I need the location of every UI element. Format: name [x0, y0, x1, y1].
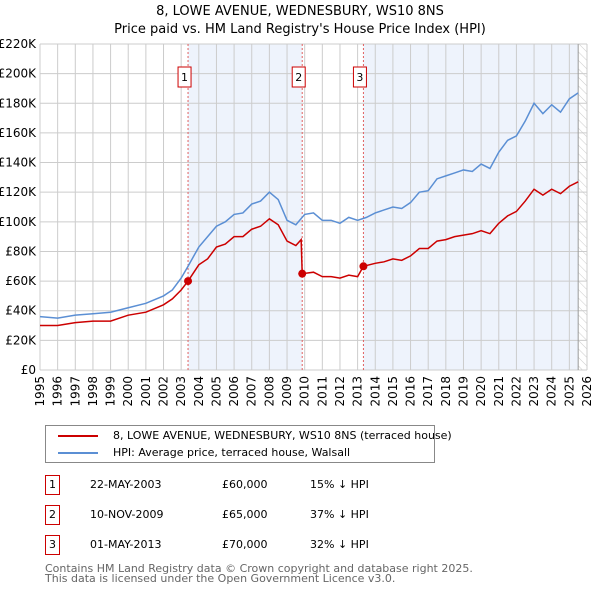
x-tick-label: 2022	[509, 376, 523, 407]
ownership-period-shade	[188, 44, 303, 370]
sale-marker-badge: 3	[45, 535, 60, 555]
sale-price: £60,000	[222, 478, 268, 491]
x-tick-label: 1999	[104, 376, 118, 407]
sale-row: 3 01-MAY-2013 £70,000 32% ↓ HPI	[45, 535, 465, 555]
chart-title: 8, LOWE AVENUE, WEDNESBURY, WS10 8NS	[156, 4, 444, 19]
sale-hpi-diff: 15% ↓ HPI	[310, 478, 369, 491]
sale-point	[359, 262, 368, 271]
sale-row: 1 22-MAY-2003 £60,000 15% ↓ HPI	[45, 475, 465, 495]
sale-date: 10-NOV-2009	[90, 508, 164, 521]
x-tick-label: 2016	[404, 376, 418, 407]
sale-price: £65,000	[222, 508, 268, 521]
sale-marker-label: 1	[181, 71, 188, 84]
y-tick-label: £200K	[0, 67, 37, 81]
sale-point	[184, 277, 193, 286]
sale-hpi-diff: 37% ↓ HPI	[310, 508, 369, 521]
x-tick-label: 2023	[527, 376, 541, 407]
x-tick-label: 2008	[262, 376, 276, 407]
x-tick-label: 2009	[280, 376, 294, 407]
x-tick-label: 1998	[86, 376, 100, 407]
x-tick-label: 1997	[68, 376, 82, 407]
x-tick-label: 2007	[245, 376, 259, 407]
x-tick-label: 2001	[139, 376, 153, 407]
x-tick-label: 2002	[157, 376, 171, 407]
y-tick-label: £220K	[0, 37, 37, 51]
x-tick-label: 2014	[368, 376, 382, 407]
y-tick-label: £20K	[5, 333, 37, 347]
legend-swatch-red	[58, 435, 98, 437]
x-tick-label: 2019	[456, 376, 470, 407]
projection-hatch	[578, 44, 587, 370]
sale-marker-box	[352, 66, 367, 88]
x-tick-label: 2006	[227, 376, 241, 407]
x-tick-label: 1996	[51, 376, 65, 407]
sale-marker-label: 2	[295, 71, 302, 84]
sale-date: 22-MAY-2003	[90, 478, 162, 491]
sale-marker-box	[177, 66, 192, 88]
legend-swatch-blue	[58, 452, 98, 454]
legend: 8, LOWE AVENUE, WEDNESBURY, WS10 8NS (te…	[45, 425, 452, 463]
x-tick-label: 2020	[474, 376, 488, 407]
sale-hpi-diff: 32% ↓ HPI	[310, 538, 369, 551]
sale-marker-label: 3	[356, 71, 363, 84]
y-tick-label: £40K	[5, 304, 37, 318]
footer-licence: This data is licensed under the Open Gov…	[45, 572, 396, 585]
y-tick-label: £140K	[0, 156, 37, 170]
sale-row: 2 10-NOV-2009 £65,000 37% ↓ HPI	[45, 505, 465, 525]
sale-date: 01-MAY-2013	[90, 538, 162, 551]
price-paid-line	[40, 181, 579, 327]
x-tick-label: 2011	[315, 376, 329, 407]
x-tick-label: 1995	[33, 376, 47, 407]
legend-label: HPI: Average price, terraced house, Wals…	[113, 446, 351, 459]
sale-point	[298, 269, 307, 278]
plot-area: 1995 1996 1997 1998 1999 2000 2001 2002 2003 2004…	[0, 37, 594, 407]
x-tick-label: 2003	[174, 376, 188, 407]
sale-price: £70,000	[222, 538, 268, 551]
sale-marker-badge: 2	[45, 505, 60, 525]
x-tick-label: 2026	[580, 376, 594, 407]
y-tick-label: £180K	[0, 96, 37, 110]
x-tick-label: 2013	[351, 376, 365, 407]
chart-subtitle: Price paid vs. HM Land Registry's House …	[114, 22, 486, 37]
legend-label: 8, LOWE AVENUE, WEDNESBURY, WS10 8NS (te…	[113, 429, 452, 442]
y-tick-label: £80K	[5, 244, 37, 258]
y-tick-label: £60K	[5, 274, 37, 288]
y-tick-label: £100K	[0, 215, 37, 229]
hpi-line	[39, 92, 579, 319]
x-tick-label: 2018	[439, 376, 453, 407]
x-tick-label: 2017	[421, 376, 435, 407]
sale-marker-box	[291, 66, 306, 88]
x-tick-label: 2024	[545, 376, 559, 407]
x-tick-label: 2004	[192, 376, 206, 407]
y-tick-label: £120K	[0, 185, 37, 199]
x-tick-label: 2010	[298, 376, 312, 407]
y-tick-label: £0	[21, 363, 36, 377]
x-tick-label: 2015	[386, 376, 400, 407]
footer-copyright: Contains HM Land Registry data © Crown c…	[45, 562, 473, 575]
x-tick-label: 2012	[333, 376, 347, 407]
sale-marker-badge: 1	[45, 475, 60, 495]
ownership-period-shade	[363, 44, 579, 370]
y-tick-label: £160K	[0, 126, 37, 140]
x-tick-label: 2025	[562, 376, 576, 407]
x-tick-label: 2005	[209, 376, 223, 407]
x-tick-label: 2021	[492, 376, 506, 407]
x-tick-label: 2000	[121, 376, 135, 407]
